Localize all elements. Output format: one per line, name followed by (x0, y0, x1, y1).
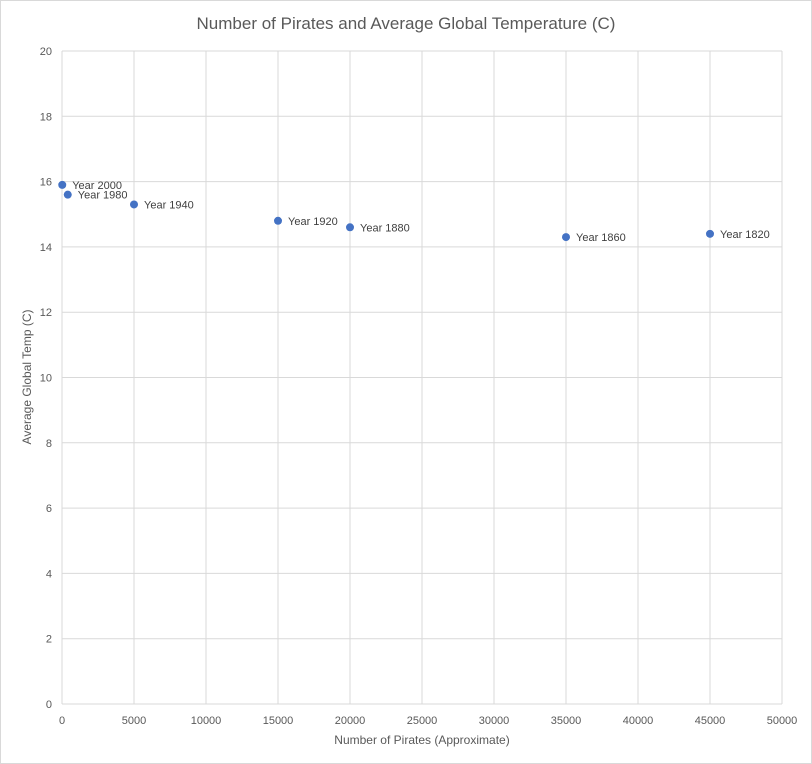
x-tick-label: 30000 (479, 715, 510, 727)
data-label: Year 2000 (72, 180, 122, 192)
x-tick-label: 10000 (191, 715, 222, 727)
data-point (562, 233, 570, 242)
data-point (274, 216, 282, 225)
x-tick-label: 5000 (122, 715, 146, 727)
y-axis-ticks: 0 2 4 6 8 10 12 14 16 18 20 (40, 46, 52, 711)
y-tick-label: 14 (40, 242, 52, 254)
data-label: Year 1820 (720, 229, 770, 241)
data-label: Year 1980 (78, 190, 128, 202)
x-tick-label: 40000 (623, 715, 654, 727)
y-tick-label: 2 (46, 634, 52, 646)
x-tick-label: 20000 (335, 715, 366, 727)
y-tick-label: 18 (40, 111, 52, 123)
chart-title: Number of Pirates and Average Global Tem… (197, 14, 616, 33)
data-point (58, 180, 67, 189)
x-axis-ticks: 0 5000 10000 15000 20000 25000 30000 35000 40000… (59, 715, 797, 727)
x-tick-label: 25000 (407, 715, 438, 727)
x-tick-label: 0 (59, 715, 65, 727)
x-tick-label: 15000 (263, 715, 294, 727)
y-axis-title: Average Global Temp (C) (20, 310, 34, 445)
y-tick-label: 12 (40, 307, 52, 319)
x-tick-label: 45000 (695, 715, 726, 727)
y-tick-label: 6 (46, 503, 52, 515)
x-tick-label: 35000 (551, 715, 582, 727)
y-tick-label: 10 (40, 373, 52, 385)
data-point (130, 200, 138, 209)
data-points (58, 180, 714, 242)
x-axis-title: Number of Pirates (Approximate) (334, 733, 509, 747)
y-tick-label: 16 (40, 177, 52, 189)
y-tick-label: 0 (46, 699, 52, 711)
gridlines (61, 50, 783, 705)
x-tick-label: 50000 (767, 715, 798, 727)
data-point (63, 190, 72, 199)
data-point (706, 229, 714, 238)
data-label: Year 1940 (144, 199, 194, 211)
data-label: Year 1860 (576, 232, 626, 244)
data-label: Year 1880 (360, 222, 410, 234)
y-tick-label: 4 (46, 568, 52, 580)
data-labels: Year 1820 Year 1860 Year 1880 Year 1920 Year… (72, 180, 770, 244)
data-label: Year 1920 (288, 216, 338, 228)
y-tick-label: 8 (46, 438, 52, 450)
data-point (346, 223, 354, 232)
y-tick-label: 20 (40, 46, 52, 58)
